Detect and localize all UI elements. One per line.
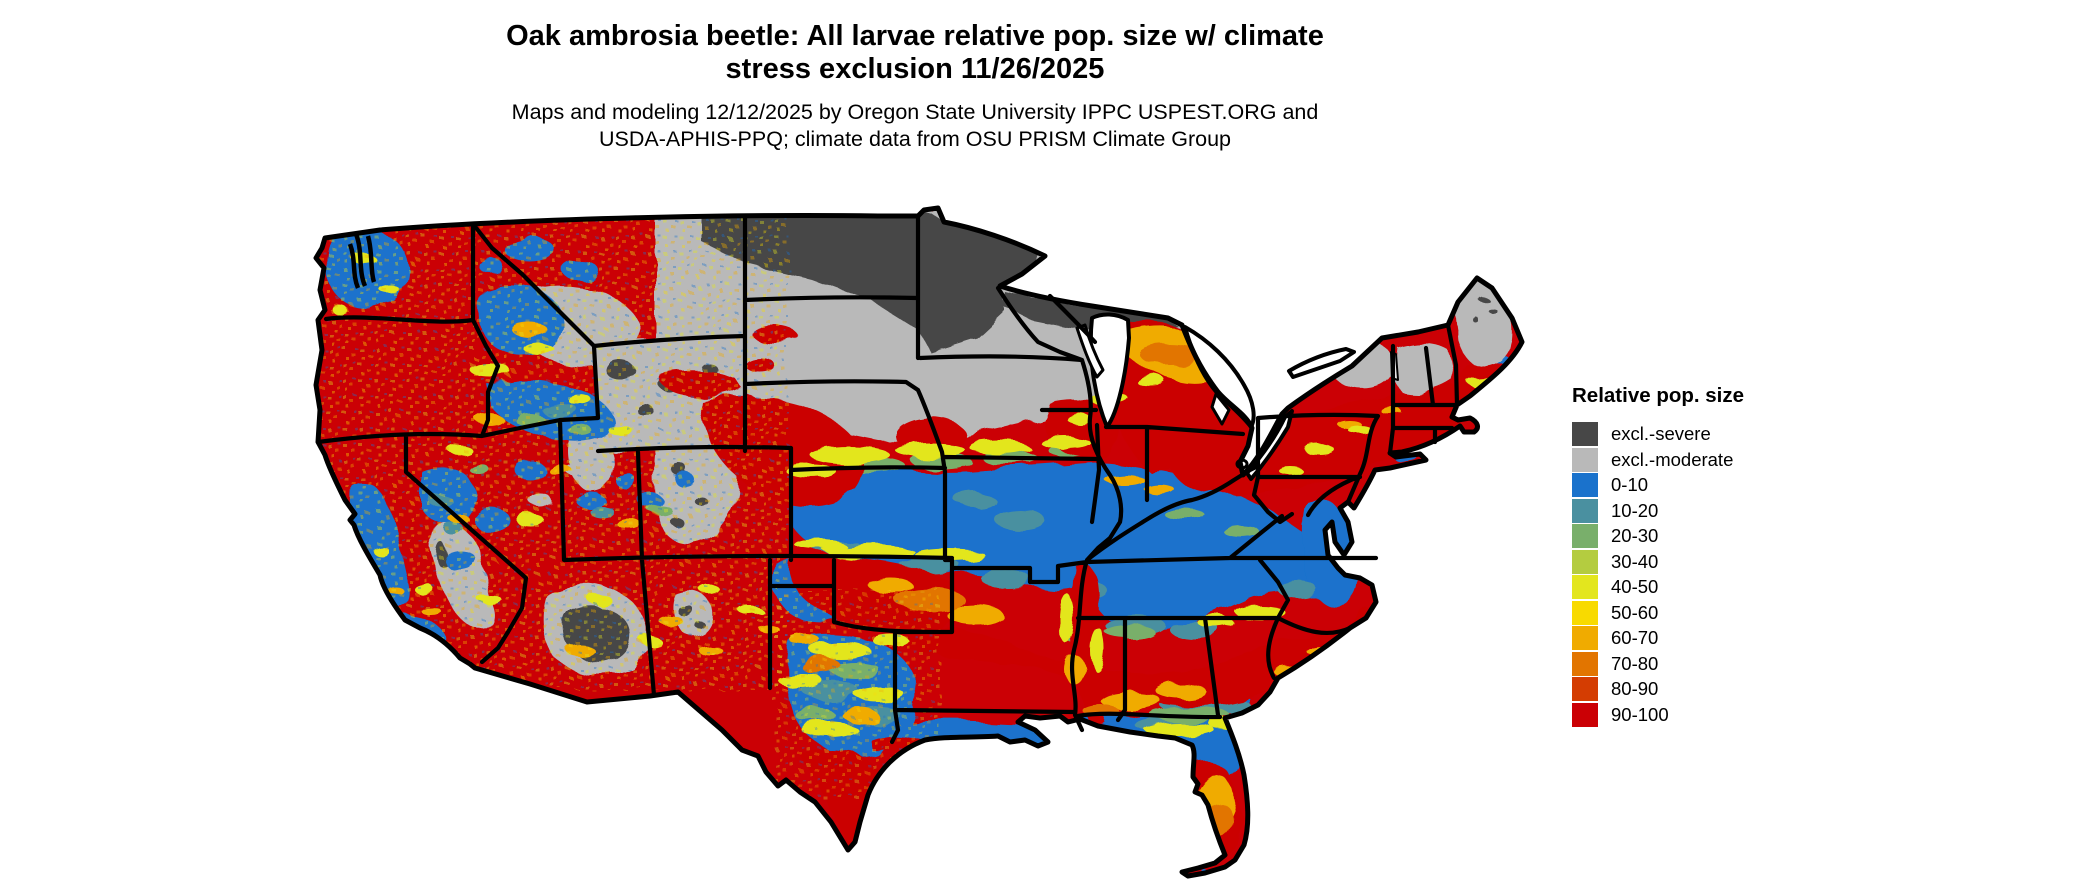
legend-swatch-80-90 xyxy=(1572,677,1598,701)
speckle-west xyxy=(316,215,788,690)
legend-item-70-80: 70-80 xyxy=(1572,651,1744,676)
legend-item-40-50: 40-50 xyxy=(1572,575,1744,599)
raster-fill xyxy=(316,208,1522,876)
legend-swatch-50-60 xyxy=(1572,600,1598,625)
legend-label: 30-40 xyxy=(1611,550,1659,572)
legend-label: 40-50 xyxy=(1611,576,1659,597)
map-subtitle-line2: USDA-APHIS-PPQ; climate data from OSU PR… xyxy=(598,127,1232,151)
state-borders xyxy=(315,213,1460,745)
us-map xyxy=(313,205,1525,879)
saginaw-bay xyxy=(1210,392,1231,426)
legend-swatch-30-40 xyxy=(1572,549,1598,574)
legend-label: 10-20 xyxy=(1611,499,1659,521)
legend-swatch-20-30 xyxy=(1572,524,1598,548)
legend-label: 20-30 xyxy=(1611,525,1659,546)
legend-swatch-40-50 xyxy=(1572,575,1598,599)
legend-label: 0-10 xyxy=(1611,474,1649,495)
layer-northeast-exclusion xyxy=(1326,279,1513,394)
legend-label: 70-80 xyxy=(1611,652,1659,674)
legend-item-30-40: 30-40 xyxy=(1572,549,1744,574)
legend-item-excl-severe: excl.-severe xyxy=(1572,422,1744,446)
legend-label: 90-100 xyxy=(1611,703,1669,725)
legend-label: 50-60 xyxy=(1611,601,1659,623)
us-outline xyxy=(313,205,1525,879)
map-subtitle: Maps and modeling 12/12/2025 by Oregon S… xyxy=(250,99,1580,153)
legend-item-excl-moderate: excl.-moderate xyxy=(1572,447,1744,472)
legend-swatch-excl-severe xyxy=(1572,422,1598,446)
us-map-container xyxy=(230,170,1560,890)
legend-item-10-20: 10-20 xyxy=(1572,498,1744,523)
legend-item-0-10: 0-10 xyxy=(1572,473,1744,497)
legend-item-60-70: 60-70 xyxy=(1572,626,1744,650)
legend-item-20-30: 20-30 xyxy=(1572,524,1744,548)
legend-swatch-60-70 xyxy=(1572,626,1598,650)
legend-swatch-90-100 xyxy=(1572,702,1598,727)
legend-swatch-excl-moderate xyxy=(1572,447,1598,472)
legend-swatch-0-10 xyxy=(1572,473,1598,497)
legend-title: Relative pop. size xyxy=(1572,384,1745,407)
map-title-line1: Oak ambrosia beetle: All larvae relative… xyxy=(506,20,1324,52)
map-title-line2: stress exclusion 11/26/2025 xyxy=(725,53,1105,85)
lake-ontario xyxy=(1287,347,1356,379)
speckle-texas xyxy=(775,590,940,800)
map-header: Oak ambrosia beetle: All larvae relative… xyxy=(250,20,1580,153)
legend-swatch-70-80 xyxy=(1572,651,1598,676)
legend-item-50-60: 50-60 xyxy=(1572,600,1744,625)
legend-label: excl.-moderate xyxy=(1611,448,1734,470)
legend-label: 80-90 xyxy=(1611,678,1659,699)
map-subtitle-line1: Maps and modeling 12/12/2025 by Oregon S… xyxy=(511,100,1319,124)
puget-sound xyxy=(347,233,377,289)
legend: Relative pop. size excl.-severe excl.-mo… xyxy=(1572,384,1744,728)
legend-swatch-10-20 xyxy=(1572,498,1598,523)
legend-label: excl.-severe xyxy=(1611,423,1711,444)
legend-label: 60-70 xyxy=(1611,627,1659,648)
legend-item-80-90: 80-90 xyxy=(1572,677,1744,701)
legend-item-90-100: 90-100 xyxy=(1572,702,1744,727)
